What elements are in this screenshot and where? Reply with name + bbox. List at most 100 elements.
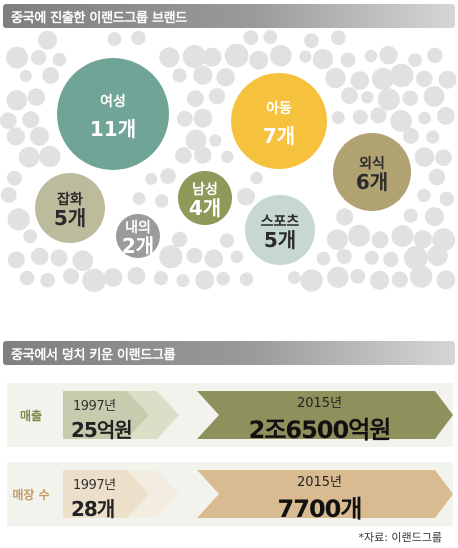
bubble-value-4: 4개 [189,196,221,220]
background-dot [300,269,323,292]
metric-row-stores: 매장 수 1997년 28개 2015년 7700개 [7,462,453,526]
background-dot [391,271,408,288]
background-dot [390,110,412,132]
stores-year-1997: 1997년 [73,478,116,493]
background-dot [52,52,67,67]
background-dot [237,187,255,206]
background-dot [131,30,146,45]
background-dot [330,30,346,46]
background-dot [436,107,455,125]
background-dot [389,63,414,88]
background-dot [402,127,419,144]
background-dot [312,49,334,70]
sales-value-1997: 25억원 [71,418,133,442]
background-dot [391,225,414,248]
bubble-3 [35,173,105,243]
background-dot [404,246,428,270]
background-dot [7,170,22,186]
background-dot [348,224,371,247]
sales-arrow-graphic [63,391,453,439]
background-dot [29,126,49,146]
source-note: *자료: 이랜드그룹 [358,531,442,544]
background-dot [153,271,168,286]
background-dot [270,45,292,67]
background-dot [438,70,457,89]
background-dot [326,229,348,251]
bubble-label-3: 잡화 [57,191,83,208]
background-dot [439,191,454,207]
sales-arrow-1997 [63,391,149,439]
stores-arrow-light [127,470,179,518]
section-header-brands: 중국에 진출한 이랜드그룹 브랜드 [3,4,455,28]
background-dot [39,145,61,168]
background-dot [172,68,187,83]
stores-value-2015: 7700개 [277,495,363,523]
background-dot [31,247,49,266]
background-dots [0,30,457,293]
section-header-growth: 중국에서 덩치 키운 이랜드그룹 [3,341,455,365]
background-dot [336,248,352,264]
background-dot [72,250,94,272]
bubble-0 [57,58,169,170]
background-dot [194,146,212,164]
background-dot [6,127,25,146]
stores-value-1997: 28개 [71,497,115,521]
sales-arrow-light [127,391,179,439]
background-dot [336,208,354,226]
background-dot [414,147,435,167]
background-dot [82,268,106,293]
background-dot [364,49,378,63]
background-dot [7,208,30,231]
stores-arrow-1997 [63,470,149,518]
background-dot [0,187,17,203]
background-dot [202,47,222,67]
bubble-label-2: 외식 [359,155,385,172]
bubble-6 [116,214,160,258]
background-dot [209,134,222,147]
bubble-value-1: 7개 [263,124,295,148]
bubble-value-3: 5개 [54,206,86,230]
background-dot [350,71,370,90]
background-dot [19,70,32,82]
background-dot [371,67,394,90]
section-title-growth: 중국에서 덩치 키운 이랜드그룹 [11,348,176,363]
bubble-value-0: 11개 [90,117,136,141]
background-dot [427,245,448,266]
background-dot [27,88,46,106]
background-dot [263,30,278,44]
background-dot [424,207,444,227]
bubble-2 [333,133,411,211]
background-dot [299,50,312,63]
background-dot [7,251,25,269]
background-dot [175,147,192,164]
background-dot [63,268,80,285]
bubble-label-1: 아동 [266,100,292,117]
background-dot [31,50,47,66]
background-dot [159,47,180,68]
background-dot [0,112,17,129]
background-dot [408,53,422,67]
background-dot [239,272,254,286]
background-dot [42,67,60,84]
background-dot [107,32,122,46]
background-dot [6,90,27,111]
stores-arrow-graphic [63,470,453,518]
background-dot [331,111,345,125]
background-dot [195,270,215,290]
background-dot [186,247,203,264]
background-dot [249,50,269,70]
background-dot [127,267,146,285]
background-dot [340,52,356,68]
background-dot [50,249,68,267]
bubble-1 [231,73,327,169]
background-dot [341,87,358,104]
background-dot [221,150,234,164]
background-dot [316,251,331,266]
background-dot [193,108,213,128]
background-dot [350,269,366,284]
bubble-label-6: 내의 [125,219,151,236]
background-dot [6,46,28,69]
background-dot [379,45,398,65]
background-dot [402,90,418,106]
